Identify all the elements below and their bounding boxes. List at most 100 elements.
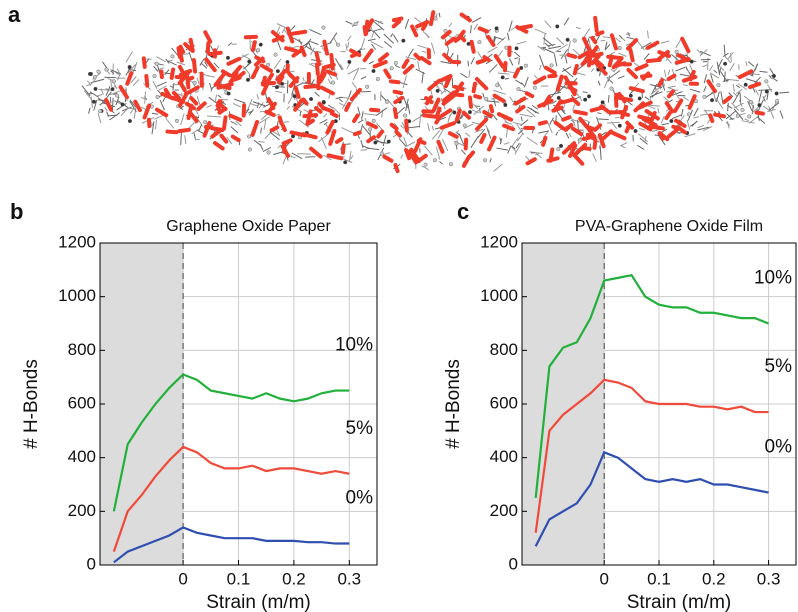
graphene-sheet <box>544 65 557 75</box>
atom <box>386 139 391 144</box>
polymer-strand <box>488 64 498 73</box>
graphene-sheet <box>203 125 214 130</box>
atom <box>93 86 98 91</box>
polymer-strand <box>544 42 550 48</box>
polymer-strand <box>496 147 508 151</box>
polymer-strand <box>276 39 282 51</box>
graphene-sheet <box>228 71 239 85</box>
polymer-strand <box>563 17 570 26</box>
graphene-sheet <box>104 97 114 112</box>
graphene-sheet <box>305 118 315 126</box>
polymer-strand <box>561 66 572 72</box>
polymer-strand <box>626 36 636 40</box>
polymer-strand <box>436 85 444 94</box>
polymer-strand <box>291 82 296 96</box>
graphene-sheet <box>189 96 199 106</box>
graphene-sheet <box>204 57 217 73</box>
graphene-sheet <box>722 95 732 104</box>
polymer-strand <box>104 106 108 112</box>
polymer-strand <box>188 51 193 62</box>
polymer-strand <box>473 23 479 31</box>
graphene-sheet <box>594 58 605 68</box>
atom <box>401 38 406 43</box>
polymer-strand <box>299 111 302 117</box>
polymer-strand <box>176 61 186 66</box>
polymer-strand <box>768 102 780 111</box>
graphene-sheet <box>410 24 419 38</box>
polymer-strand <box>538 54 545 68</box>
shaded-region <box>522 243 605 565</box>
graphene-sheet <box>436 139 445 154</box>
series-line <box>534 378 769 533</box>
atom <box>500 75 505 80</box>
graphene-sheet <box>674 57 691 65</box>
atom <box>432 158 437 163</box>
polymer-strand <box>286 106 290 110</box>
graphene-sheet <box>270 30 285 43</box>
graphene-sheet <box>178 44 186 54</box>
polymer-strand <box>468 69 471 79</box>
atom <box>226 91 231 96</box>
polymer-strand <box>762 105 771 112</box>
polymer-strand <box>553 54 558 67</box>
polymer-strand <box>298 119 310 128</box>
atom <box>110 87 115 92</box>
graphene-sheet <box>706 79 717 94</box>
graphene-sheet <box>394 129 402 138</box>
graphene-sheet <box>196 101 207 111</box>
atom <box>749 100 754 105</box>
polymer-strand <box>729 62 735 72</box>
atom <box>565 37 570 42</box>
polymer-strand <box>113 92 118 96</box>
graphene-sheet <box>666 89 675 99</box>
graphene-sheet <box>254 55 266 64</box>
graphene-sheet <box>516 23 533 31</box>
polymer-strand <box>227 42 233 46</box>
polymer-strand <box>400 154 404 159</box>
graphene-sheet <box>568 85 577 97</box>
graphene-sheet <box>303 84 320 89</box>
atom <box>467 110 472 115</box>
graphene-sheet <box>475 117 489 131</box>
polymer-strand <box>613 68 618 73</box>
polymer-strand <box>710 73 714 83</box>
atom <box>495 83 500 88</box>
graphene-sheet <box>645 40 660 50</box>
graphene-sheet <box>573 109 588 116</box>
graphene-sheet <box>322 106 335 114</box>
atom <box>115 93 120 98</box>
graphene-sheet <box>581 146 592 151</box>
graphene-sheet <box>186 103 194 121</box>
polymer-strand <box>598 142 602 149</box>
polymer-strand <box>201 62 208 69</box>
polymer-strand <box>140 106 147 110</box>
graphene-sheet <box>548 147 555 163</box>
polymer-strand <box>217 94 222 99</box>
polymer-strand <box>751 63 759 77</box>
graphene-sheet <box>488 104 495 114</box>
polymer-strand <box>307 41 312 50</box>
polymer-strand <box>684 133 696 138</box>
atom <box>321 100 326 105</box>
graphene-sheet <box>594 61 608 76</box>
polymer-strand <box>516 40 527 45</box>
polymer-strand <box>406 126 421 129</box>
graphene-sheet <box>340 143 346 155</box>
polymer-strand <box>371 43 377 50</box>
x-tick-label: 0.2 <box>282 569 306 588</box>
polymer-strand <box>671 53 679 61</box>
atom <box>577 138 582 143</box>
polymer-strand <box>489 158 492 163</box>
graphene-sheet <box>541 135 548 147</box>
atom <box>617 123 622 128</box>
polymer-strand <box>370 40 384 49</box>
polymer-strand <box>507 32 510 41</box>
polymer-strand <box>195 138 200 141</box>
graphene-sheet <box>207 50 223 57</box>
polymer-strand <box>109 96 112 104</box>
polymer-strand <box>338 102 347 107</box>
polymer-strand <box>713 69 718 74</box>
polymer-strand <box>745 61 748 67</box>
polymer-strand <box>763 94 767 99</box>
graphene-sheet <box>250 65 260 80</box>
